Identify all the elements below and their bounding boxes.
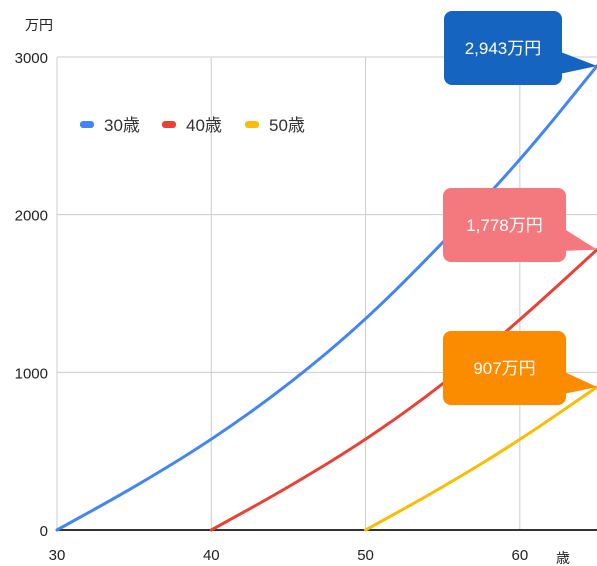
legend: 30歳 40歳 50歳 (80, 116, 305, 135)
x-axis-unit: 歳 (556, 550, 570, 566)
callout-box (443, 188, 566, 262)
x-tick-label: 60 (512, 547, 529, 564)
callout-1: 2,943万円 (444, 11, 597, 85)
y-tick-label: 1000 (15, 365, 48, 382)
x-tick-label: 50 (357, 547, 374, 564)
callout-2: 1,778万円 (443, 188, 597, 262)
value-callouts: 2,943万円 1,778万円 907万円 (443, 11, 597, 405)
legend-swatch-3 (245, 121, 259, 128)
legend-label-3: 50歳 (269, 116, 305, 135)
series-line-1 (55, 64, 597, 532)
series-lines (55, 64, 597, 532)
callout-pointer (564, 371, 597, 394)
series-line-2 (209, 248, 597, 532)
axes: 0 1000 2000 3000 30 40 50 60 万円歳 (15, 17, 597, 566)
x-tick-label: 40 (203, 547, 220, 564)
callout-pointer (560, 51, 597, 74)
callout-box (443, 331, 566, 405)
callout-label: 907万円 (473, 359, 535, 378)
series-line-3 (364, 385, 597, 532)
callout-box (444, 11, 562, 85)
legend-label-2: 40歳 (186, 116, 222, 135)
legend-swatch-1 (80, 121, 94, 128)
callout-3: 907万円 (443, 331, 597, 405)
y-tick-label: 0 (40, 523, 48, 540)
callout-pointer (564, 228, 597, 251)
callout-label: 2,943万円 (465, 39, 542, 58)
gridlines (56, 56, 597, 530)
y-tick-label: 2000 (15, 208, 48, 225)
legend-swatch-2 (162, 121, 176, 128)
x-tick-label: 30 (49, 547, 66, 564)
callout-label: 1,778万円 (466, 216, 543, 235)
legend-label-1: 30歳 (104, 116, 140, 135)
y-axis-unit: 万円 (25, 17, 53, 33)
y-tick-label: 3000 (15, 50, 48, 67)
